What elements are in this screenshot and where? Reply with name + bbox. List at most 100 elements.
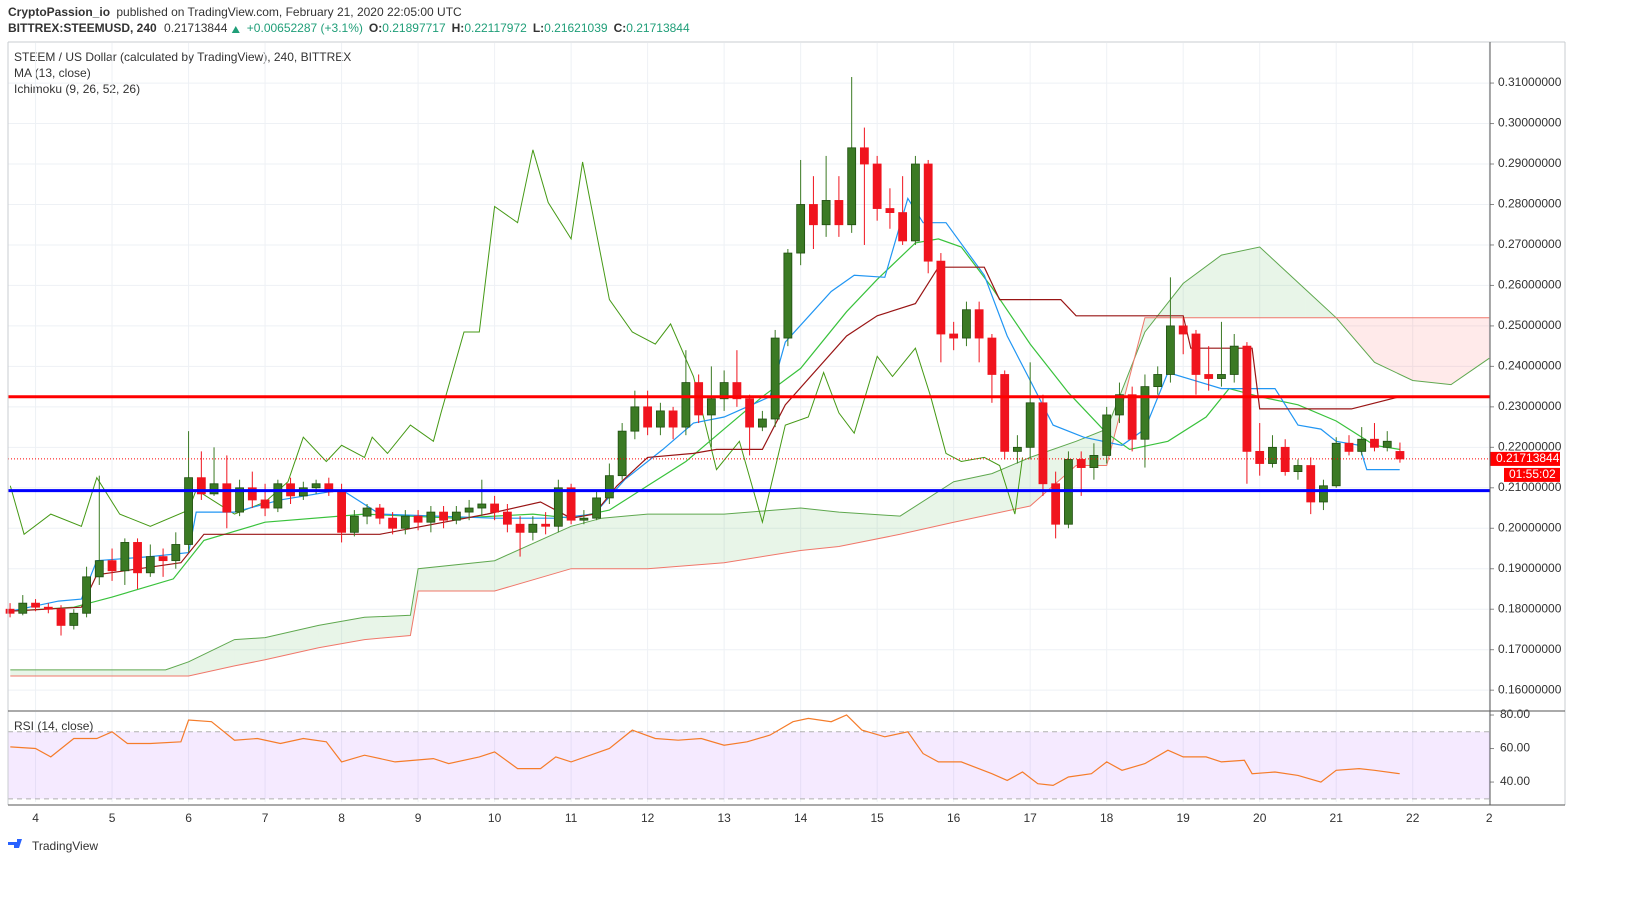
candle-body (1293, 465, 1303, 473)
y-tick-label: 60.00 (1500, 741, 1530, 755)
candle-body (1025, 402, 1035, 448)
candle-body (757, 418, 767, 428)
candle-body (1051, 483, 1061, 525)
candle-body (413, 515, 423, 523)
candle-body (1000, 374, 1010, 452)
candle-body (1344, 442, 1354, 452)
candle-body (43, 606, 53, 610)
cloud-segment (1450, 317, 1490, 385)
x-tick-label: 21 (1330, 811, 1344, 825)
candle-body (1076, 459, 1086, 468)
candle-body (1191, 333, 1201, 375)
candle-body (923, 163, 933, 262)
ohlc-label: H: (452, 21, 465, 35)
candle-body (502, 511, 512, 525)
candle-body (362, 507, 372, 517)
candle-body (426, 511, 436, 523)
candle-body (464, 507, 474, 513)
candle-body (745, 398, 755, 428)
candle-body (222, 483, 232, 513)
candle-body (337, 491, 346, 533)
symbol-line: BITTREX:STEEMUSD, 240 0.21713844 +0.0065… (8, 21, 690, 35)
x-tick-label: 7 (262, 811, 269, 825)
candle-body (592, 497, 601, 519)
x-tick-label: 8 (338, 811, 345, 825)
header-line: CryptoPassion_io published on TradingVie… (8, 5, 462, 19)
x-tick-label: 22 (1406, 811, 1420, 825)
last-price-label: 0.21713844 (1496, 451, 1560, 465)
candle-body (783, 252, 793, 339)
y-tick-label: 0.16000000 (1498, 682, 1562, 696)
candle-body (1370, 438, 1379, 448)
candle-body (1229, 345, 1239, 375)
candle-body (974, 309, 984, 339)
change: +0.00652287 (+3.1%) (247, 21, 363, 35)
x-tick-label: 19 (1177, 811, 1191, 825)
candle-body (439, 511, 448, 521)
y-tick-label: 0.26000000 (1498, 278, 1562, 292)
candle-body (579, 517, 589, 521)
cloud-segment (418, 560, 495, 592)
cloud-segment (1374, 317, 1413, 381)
x-tick-label: 2 (1486, 811, 1493, 825)
candle-body (796, 204, 806, 254)
cloud-segment (364, 615, 411, 640)
x-tick-label: 6 (185, 811, 192, 825)
cloud-segment (1259, 246, 1306, 318)
candle-body (847, 147, 857, 226)
candle-body (158, 556, 168, 562)
candle-body (541, 523, 551, 527)
candle-body (1127, 394, 1137, 440)
y-tick-label: 0.25000000 (1498, 318, 1562, 332)
candle-body (732, 382, 742, 400)
candle-body (1115, 394, 1124, 416)
y-tick-label: 0.31000000 (1498, 75, 1562, 89)
symbol: BITTREX:STEEMUSD, 240 (8, 21, 157, 35)
y-tick-label: 0.23000000 (1498, 399, 1562, 413)
ohlc-value: 0.21713844 (626, 21, 690, 35)
cloud-segment (1221, 246, 1260, 318)
candle-body (1306, 465, 1316, 503)
candle-body (911, 163, 920, 242)
candle-body (5, 608, 15, 614)
footer-logo[interactable]: TradingView (8, 839, 98, 853)
ohlc-value: 0.21621039 (544, 21, 608, 35)
cloud-segment (1183, 255, 1222, 318)
ohlc-label: C: (614, 21, 627, 35)
y-tick-label: 0.21000000 (1498, 480, 1562, 494)
candle-body (936, 260, 946, 335)
rsi-panel: 40.00 60.00 80.00 RSI (14, close) (8, 707, 1530, 800)
ichimoku-cloud (10, 246, 1490, 677)
x-tick-label: 4 (32, 811, 39, 825)
candle-body (604, 475, 614, 499)
cloud-segment (800, 508, 839, 551)
cloud-segment (647, 514, 725, 569)
lagging-span (9, 149, 1023, 536)
candle-body (145, 556, 155, 574)
ohlc-label: O: (369, 21, 382, 35)
span-b (10, 317, 1490, 677)
candle-body (107, 560, 117, 572)
candle-body (1395, 451, 1405, 460)
candle-body (719, 382, 729, 400)
candle-body (56, 608, 66, 626)
candle-body (1178, 325, 1188, 335)
cloud-segment (234, 637, 266, 666)
candle-body (617, 430, 627, 477)
grid: 4 5 6 7 8 9 10 11 12 13 14 15 16 17 18 19 20 21 22 20.16000… (8, 43, 1562, 825)
candle-body (260, 499, 270, 509)
candle-body (1140, 386, 1150, 440)
candle-body (694, 382, 704, 416)
candle-body (120, 542, 130, 572)
candle-body (1280, 446, 1290, 473)
y-tick-label: 0.18000000 (1498, 601, 1562, 615)
y-tick-label: 0.22000000 (1498, 440, 1562, 454)
last-price-box (1490, 451, 1560, 466)
x-tick-label: 20 (1253, 811, 1267, 825)
candle-body (898, 212, 908, 242)
cloud-segment (900, 481, 954, 535)
candle-body (1242, 345, 1252, 452)
candle-body (681, 382, 691, 428)
y-tick-label: 0.28000000 (1498, 197, 1562, 211)
